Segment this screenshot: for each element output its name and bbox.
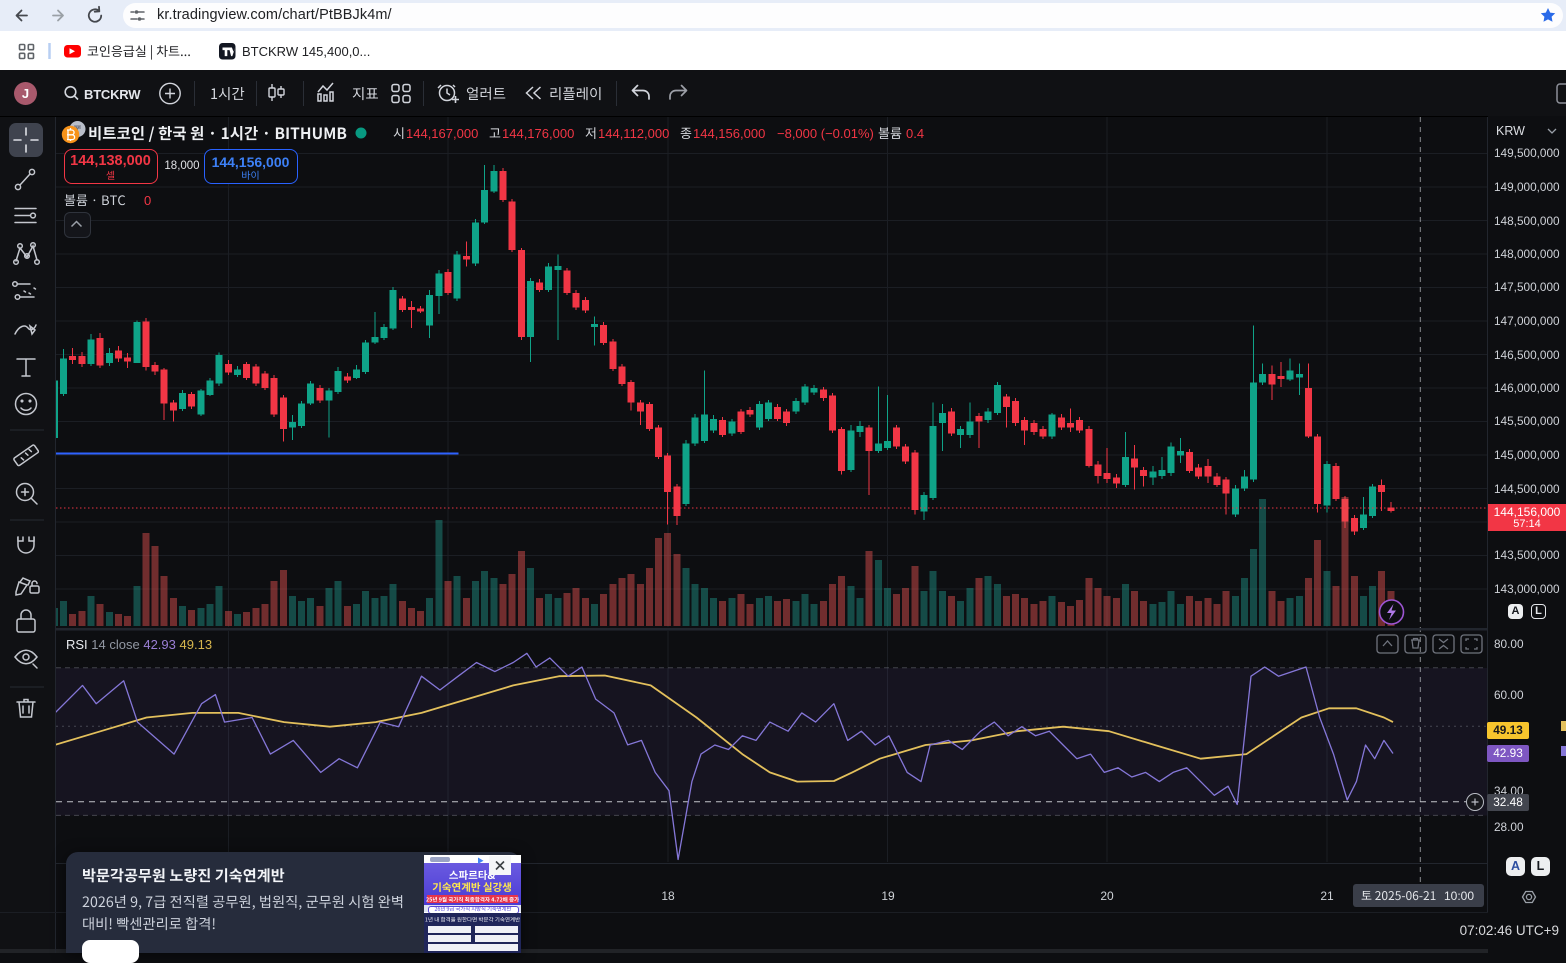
svg-text:J: J xyxy=(22,86,29,101)
